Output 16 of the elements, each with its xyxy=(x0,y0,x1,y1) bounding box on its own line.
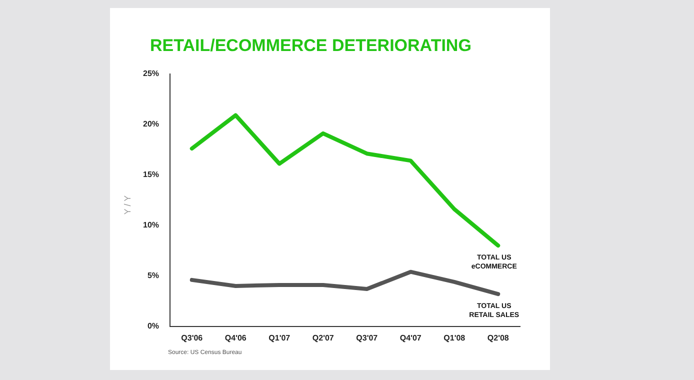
x-tick-label: Q2'07 xyxy=(312,333,334,342)
x-tick-label: Q3'07 xyxy=(356,333,378,342)
x-tick-label: Q2'08 xyxy=(487,333,510,342)
x-tick-label: Q1'07 xyxy=(268,333,291,342)
y-axis-title: Y / Y xyxy=(122,195,133,215)
x-tick-label: Q1'08 xyxy=(444,333,466,342)
y-tick-label: 0% xyxy=(147,322,160,331)
y-tick-label: 15% xyxy=(142,170,160,180)
chart-title: RETAIL/ECOMMERCE DETERIORATING xyxy=(150,36,472,56)
x-tick-label: Q3'06 xyxy=(181,333,204,342)
y-tick-label: 5% xyxy=(147,271,160,280)
y-tick-label: 25% xyxy=(142,69,160,78)
x-tick-label: Q4'06 xyxy=(224,333,247,342)
y-tick-label: 10% xyxy=(142,220,160,230)
y-tick-label: 20% xyxy=(142,120,160,129)
x-tick-label: Q4'07 xyxy=(400,333,422,342)
